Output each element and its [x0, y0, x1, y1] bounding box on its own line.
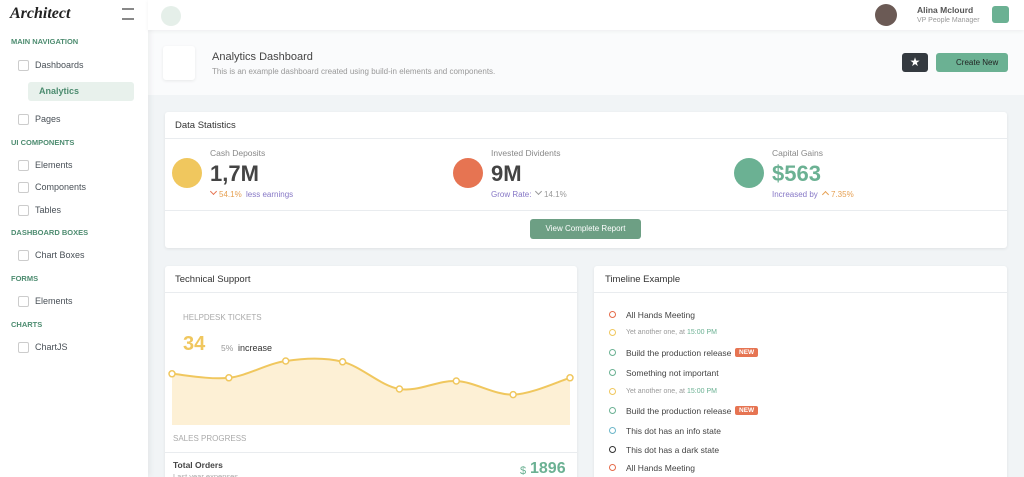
stat-label: Invested Dividents — [491, 148, 561, 158]
nav-icon — [18, 60, 29, 71]
timeline-text: This dot has a dark state — [626, 445, 720, 455]
card-title: Data Statistics — [175, 120, 236, 131]
timeline-text: All Hands Meeting — [626, 310, 695, 320]
stat-change: 54.1% — [219, 190, 242, 199]
stat-value: 1,7M — [210, 161, 259, 186]
card-title: Technical Support — [175, 274, 251, 285]
nav-section-title: FORMS — [11, 274, 39, 283]
timeline-dot — [609, 427, 616, 434]
stat-note: less earnings — [246, 190, 294, 199]
stat-label: Capital Gains — [772, 148, 824, 158]
stat-icon — [172, 158, 202, 188]
total-orders-label: Total Orders — [173, 460, 223, 470]
timeline-dot — [609, 349, 616, 356]
timeline-time: 15:00 PM — [687, 388, 717, 395]
timeline-text: This dot has an info state — [626, 426, 721, 436]
nav-icon — [18, 296, 29, 307]
nav-item[interactable]: Elements — [35, 296, 73, 306]
nav-item[interactable]: Analytics — [39, 86, 80, 96]
nav-item[interactable]: ChartJS — [35, 342, 68, 352]
stat-value: 9M — [491, 161, 522, 186]
stat-value: $563 — [772, 161, 821, 186]
nav-icon — [18, 182, 29, 193]
timeline-text: Yet another one, at — [626, 388, 685, 395]
nav-section-title: UI COMPONENTS — [11, 138, 75, 147]
user-role: VP People Manager — [917, 17, 980, 24]
sidebar — [0, 0, 148, 477]
tickets-change: 5% — [221, 343, 234, 353]
timeline-dot — [609, 369, 616, 376]
search-button[interactable] — [161, 6, 181, 26]
create-new-button[interactable]: Create New — [936, 53, 1008, 72]
calendar-button[interactable] — [992, 6, 1009, 23]
section-label: HELPDESK TICKETS — [183, 313, 262, 322]
stat-note: Grow Rate: — [491, 190, 532, 199]
stat-note: Increased by — [772, 190, 818, 199]
star-button[interactable]: ★ — [902, 53, 928, 72]
timeline-dot — [609, 388, 616, 395]
nav-item[interactable]: Pages — [35, 114, 61, 124]
page-title-bg — [148, 30, 1024, 95]
divider — [594, 292, 1007, 293]
nav-section-title: CHARTS — [11, 320, 43, 329]
nav-icon — [18, 160, 29, 171]
timeline-text: All Hands Meeting — [626, 463, 695, 473]
timeline-dot — [609, 446, 616, 453]
avatar[interactable] — [875, 4, 897, 26]
timeline-dot — [609, 311, 616, 318]
view-report-button[interactable]: View Complete Report — [530, 219, 641, 239]
page-title: Analytics Dashboard — [212, 51, 313, 63]
tickets-change-label: increase — [238, 343, 273, 353]
stat-icon — [453, 158, 483, 188]
timeline-time: 15:00 PM — [687, 329, 717, 336]
divider — [165, 292, 577, 293]
timeline-text: Build the production release — [626, 348, 732, 358]
timeline-dot — [609, 329, 616, 336]
timeline-badge: NEW — [735, 348, 759, 357]
technical-support-card — [165, 266, 577, 477]
timeline-text: Build the production release — [626, 406, 732, 416]
stat-change: 7.35% — [831, 190, 854, 199]
timeline-text: Yet another one, at — [626, 329, 685, 336]
page-subtitle: This is an example dashboard created usi… — [212, 67, 496, 76]
nav-item[interactable]: Elements — [35, 160, 73, 170]
nav-item[interactable]: Tables — [35, 205, 62, 215]
timeline-dot — [609, 464, 616, 471]
nav-section-title: MAIN NAVIGATION — [11, 37, 79, 46]
stat-label: Cash Deposits — [210, 148, 266, 158]
total-orders-note: Last year expenses — [173, 472, 239, 477]
user-name: Alina Mclourd — [917, 5, 974, 15]
tickets-value: 34 — [183, 333, 206, 355]
nav-item[interactable]: Chart Boxes — [35, 250, 85, 260]
divider — [165, 138, 1007, 139]
stat-change: 14.1% — [544, 190, 567, 199]
total-orders-value: 1896 — [530, 460, 566, 477]
nav-icon — [18, 342, 29, 353]
timeline-card — [594, 266, 1007, 477]
page-icon — [163, 46, 195, 80]
nav-item[interactable]: Components — [35, 182, 87, 192]
currency: $ — [520, 465, 527, 477]
card-title: Timeline Example — [605, 274, 681, 285]
timeline-dot — [609, 407, 616, 414]
section-label: SALES PROGRESS — [173, 434, 247, 443]
nav-section-title: DASHBOARD BOXES — [11, 228, 89, 237]
nav-icon — [18, 114, 29, 125]
nav-icon — [18, 250, 29, 261]
divider — [165, 210, 1007, 211]
divider — [165, 452, 577, 453]
timeline-text: Something not important — [626, 368, 719, 378]
logo: Architect — [10, 5, 71, 22]
stat-icon — [734, 158, 764, 188]
menu-icon[interactable] — [122, 8, 134, 20]
nav-icon — [18, 205, 29, 216]
timeline-badge: NEW — [735, 406, 759, 415]
active-item-bg — [28, 82, 134, 101]
nav-item[interactable]: Dashboards — [35, 60, 84, 70]
